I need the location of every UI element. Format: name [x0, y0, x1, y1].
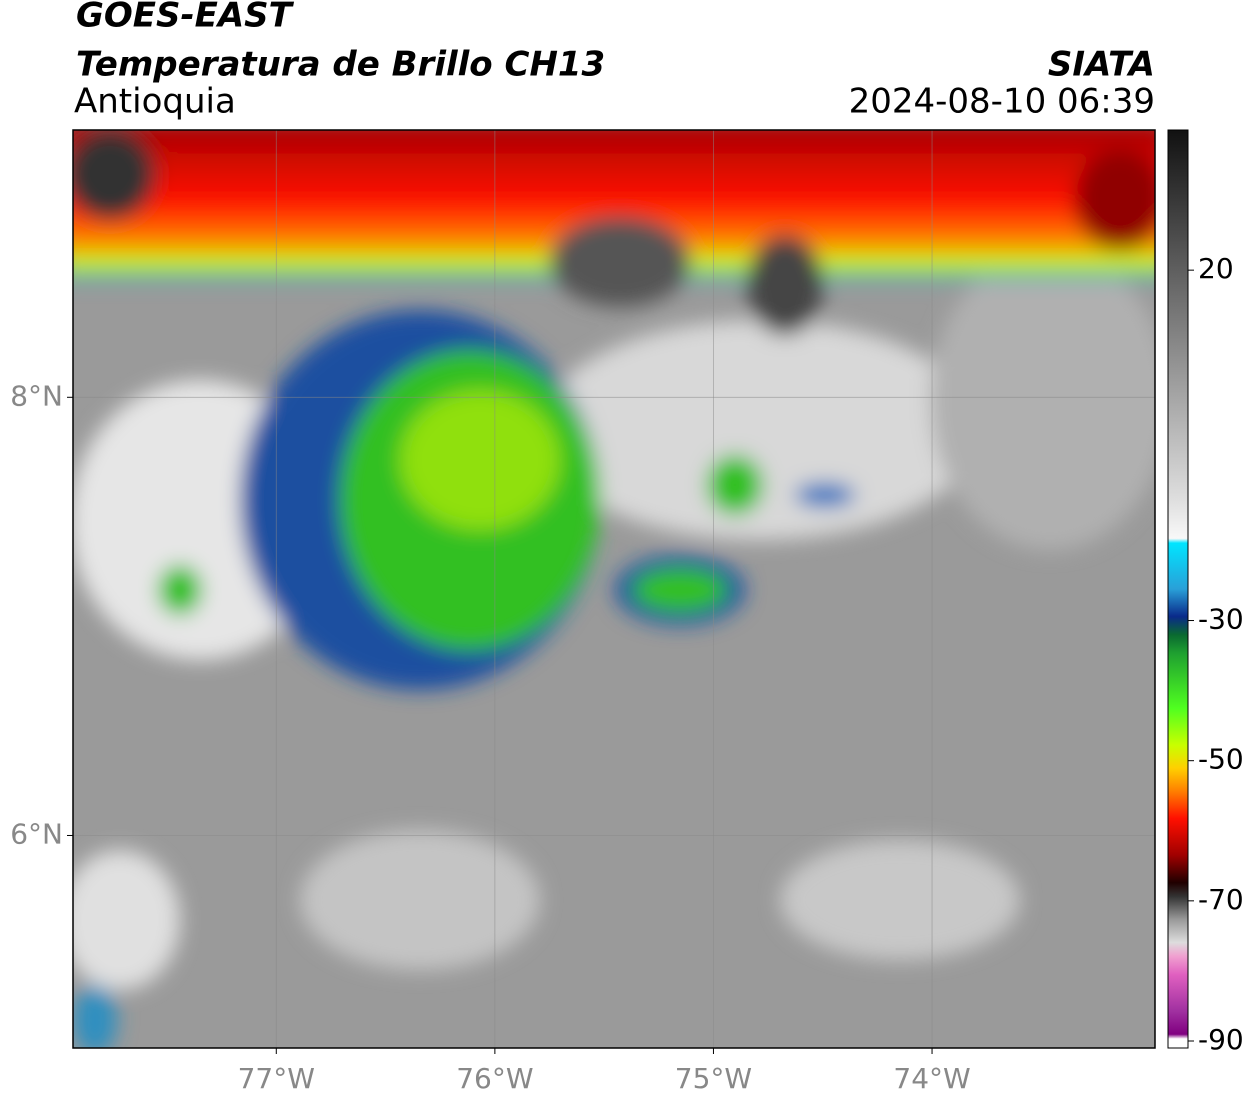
x-tick-label: 74°W — [893, 1062, 970, 1095]
x-tick-label: 75°W — [675, 1062, 752, 1095]
graticule — [73, 130, 1155, 1048]
colorbar-tick-label: -70 — [1198, 883, 1244, 916]
satellite-title: GOES-EAST — [76, 0, 295, 36]
y-tick-label: 6°N — [10, 817, 63, 850]
map-frame — [72, 129, 1156, 1049]
region-label: Antioquia — [74, 82, 236, 122]
datetime-label: 2024-08-10 06:39 — [849, 82, 1155, 122]
satellite-image — [73, 130, 1155, 1048]
source-label: SIATA — [1048, 45, 1155, 85]
colorbar-tick-label: 20 — [1198, 252, 1234, 285]
x-tick-label: 77°W — [238, 1062, 315, 1095]
y-tick-label: 8°N — [10, 379, 63, 412]
colorbar-tick-label: -90 — [1198, 1023, 1244, 1056]
x-tick-label: 76°W — [456, 1062, 533, 1095]
product-title: Temperatura de Brillo CH13 — [76, 45, 605, 85]
colorbar — [1167, 129, 1189, 1049]
colorbar-tick-label: -30 — [1198, 603, 1244, 636]
colorbar-tick-label: -50 — [1198, 743, 1244, 776]
